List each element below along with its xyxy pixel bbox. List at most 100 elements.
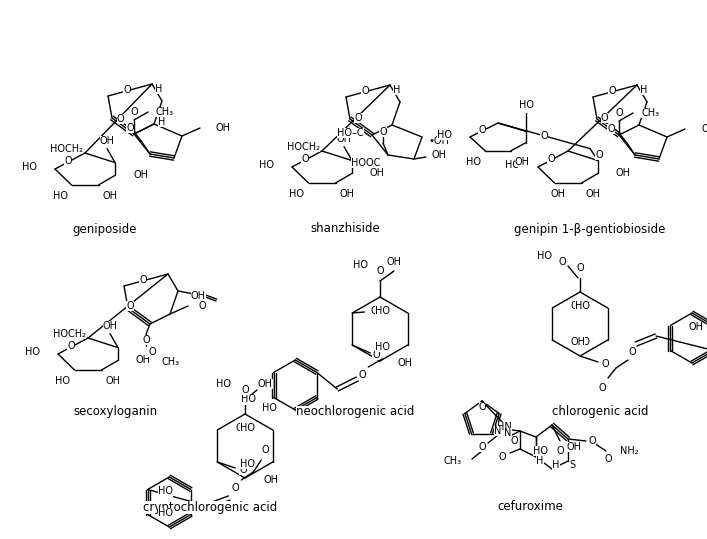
Text: OH: OH — [235, 423, 250, 433]
Text: H: H — [393, 85, 401, 95]
Text: HOCH₂: HOCH₂ — [287, 142, 320, 151]
Text: OH: OH — [257, 379, 272, 389]
Text: O: O — [608, 86, 616, 96]
Text: H: H — [552, 460, 560, 470]
Text: HO: HO — [575, 337, 590, 347]
Text: O: O — [576, 263, 584, 273]
Text: O: O — [629, 347, 636, 357]
Text: O: O — [361, 86, 369, 96]
Text: H: H — [158, 117, 165, 127]
Text: O: O — [498, 452, 506, 462]
Text: H: H — [641, 85, 648, 95]
Text: O: O — [540, 131, 548, 141]
Text: HOOC: HOOC — [351, 158, 380, 168]
Text: HO: HO — [259, 160, 274, 170]
Text: O: O — [241, 385, 249, 395]
Text: OH: OH — [551, 189, 566, 199]
Text: OH: OH — [337, 134, 351, 143]
Text: HO: HO — [240, 423, 255, 433]
Text: genipin 1-β-gentiobioside: genipin 1-β-gentiobioside — [514, 223, 666, 236]
Text: O: O — [479, 402, 486, 412]
Text: OH: OH — [398, 358, 413, 368]
Text: OH: OH — [566, 442, 581, 452]
Text: •OH: •OH — [428, 136, 449, 146]
Text: HO: HO — [437, 130, 452, 140]
Text: O: O — [604, 454, 612, 464]
Text: O: O — [148, 347, 156, 357]
Text: O: O — [556, 446, 563, 456]
Text: OH: OH — [100, 136, 115, 146]
Text: HO: HO — [353, 260, 368, 270]
Text: O: O — [117, 114, 124, 123]
Text: O: O — [595, 150, 603, 160]
Text: OH: OH — [216, 123, 231, 133]
Text: CH₃: CH₃ — [641, 108, 659, 118]
Text: HO: HO — [537, 251, 552, 261]
Text: HO: HO — [216, 379, 231, 389]
Text: S: S — [569, 460, 575, 470]
Text: O: O — [139, 275, 147, 285]
Text: O: O — [615, 108, 623, 118]
Text: OH: OH — [136, 355, 151, 365]
Text: H: H — [537, 456, 544, 466]
Text: O: O — [510, 436, 518, 446]
Text: HO: HO — [158, 508, 173, 517]
Text: HO: HO — [25, 347, 40, 357]
Text: OH: OH — [263, 475, 278, 485]
Text: OH: OH — [701, 124, 707, 134]
Text: HO: HO — [22, 162, 37, 172]
Text: HOCH₂: HOCH₂ — [53, 329, 86, 338]
Text: OH: OH — [103, 191, 117, 201]
Text: HO: HO — [289, 189, 305, 199]
Text: HO–C: HO–C — [337, 128, 364, 138]
Text: HO: HO — [533, 446, 548, 456]
Text: OH: OH — [133, 170, 148, 181]
Text: HO: HO — [467, 157, 481, 167]
Text: O: O — [601, 359, 609, 369]
Text: OH: OH — [370, 168, 385, 178]
Text: HO: HO — [158, 487, 173, 496]
Text: H: H — [156, 84, 163, 94]
Text: NH₂: NH₂ — [620, 446, 638, 456]
Text: O: O — [301, 154, 309, 164]
Text: HO: HO — [52, 191, 67, 201]
Text: OH: OH — [190, 291, 206, 301]
Text: OH: OH — [105, 376, 120, 386]
Text: O: O — [373, 350, 380, 360]
Text: O: O — [478, 125, 486, 135]
Text: HOCH₂: HOCH₂ — [50, 143, 83, 154]
Text: O: O — [478, 442, 486, 452]
Text: HO: HO — [505, 160, 520, 170]
Text: O: O — [126, 123, 134, 133]
Text: OH: OH — [339, 189, 354, 199]
Text: O: O — [588, 436, 596, 446]
Text: O: O — [559, 257, 566, 267]
Text: CH₃: CH₃ — [444, 456, 462, 466]
Text: OH: OH — [571, 301, 585, 311]
Text: OH: OH — [585, 189, 600, 199]
Text: O: O — [130, 107, 138, 117]
Text: HO: HO — [375, 342, 390, 352]
Text: O: O — [123, 85, 131, 95]
Text: O: O — [262, 445, 269, 455]
Text: HO: HO — [575, 301, 590, 311]
Text: cefuroxime: cefuroxime — [497, 501, 563, 514]
Text: OH: OH — [571, 337, 585, 347]
Text: cryptochlorogenic acid: cryptochlorogenic acid — [143, 501, 277, 514]
Text: O: O — [607, 124, 615, 134]
Text: N: N — [504, 428, 512, 438]
Text: HO: HO — [240, 395, 256, 404]
Text: O: O — [126, 301, 134, 311]
Text: HO: HO — [518, 100, 534, 110]
Text: O: O — [547, 154, 555, 164]
Text: CH₃: CH₃ — [156, 107, 174, 117]
Text: shanzhiside: shanzhiside — [310, 223, 380, 236]
Text: HO: HO — [262, 403, 277, 413]
Text: O: O — [354, 113, 362, 123]
Text: O: O — [231, 483, 239, 493]
Text: OH: OH — [103, 321, 117, 330]
Text: O: O — [601, 113, 608, 123]
Text: OH: OH — [689, 322, 703, 333]
Text: HO: HO — [240, 459, 255, 469]
Text: OH: OH — [515, 157, 530, 167]
